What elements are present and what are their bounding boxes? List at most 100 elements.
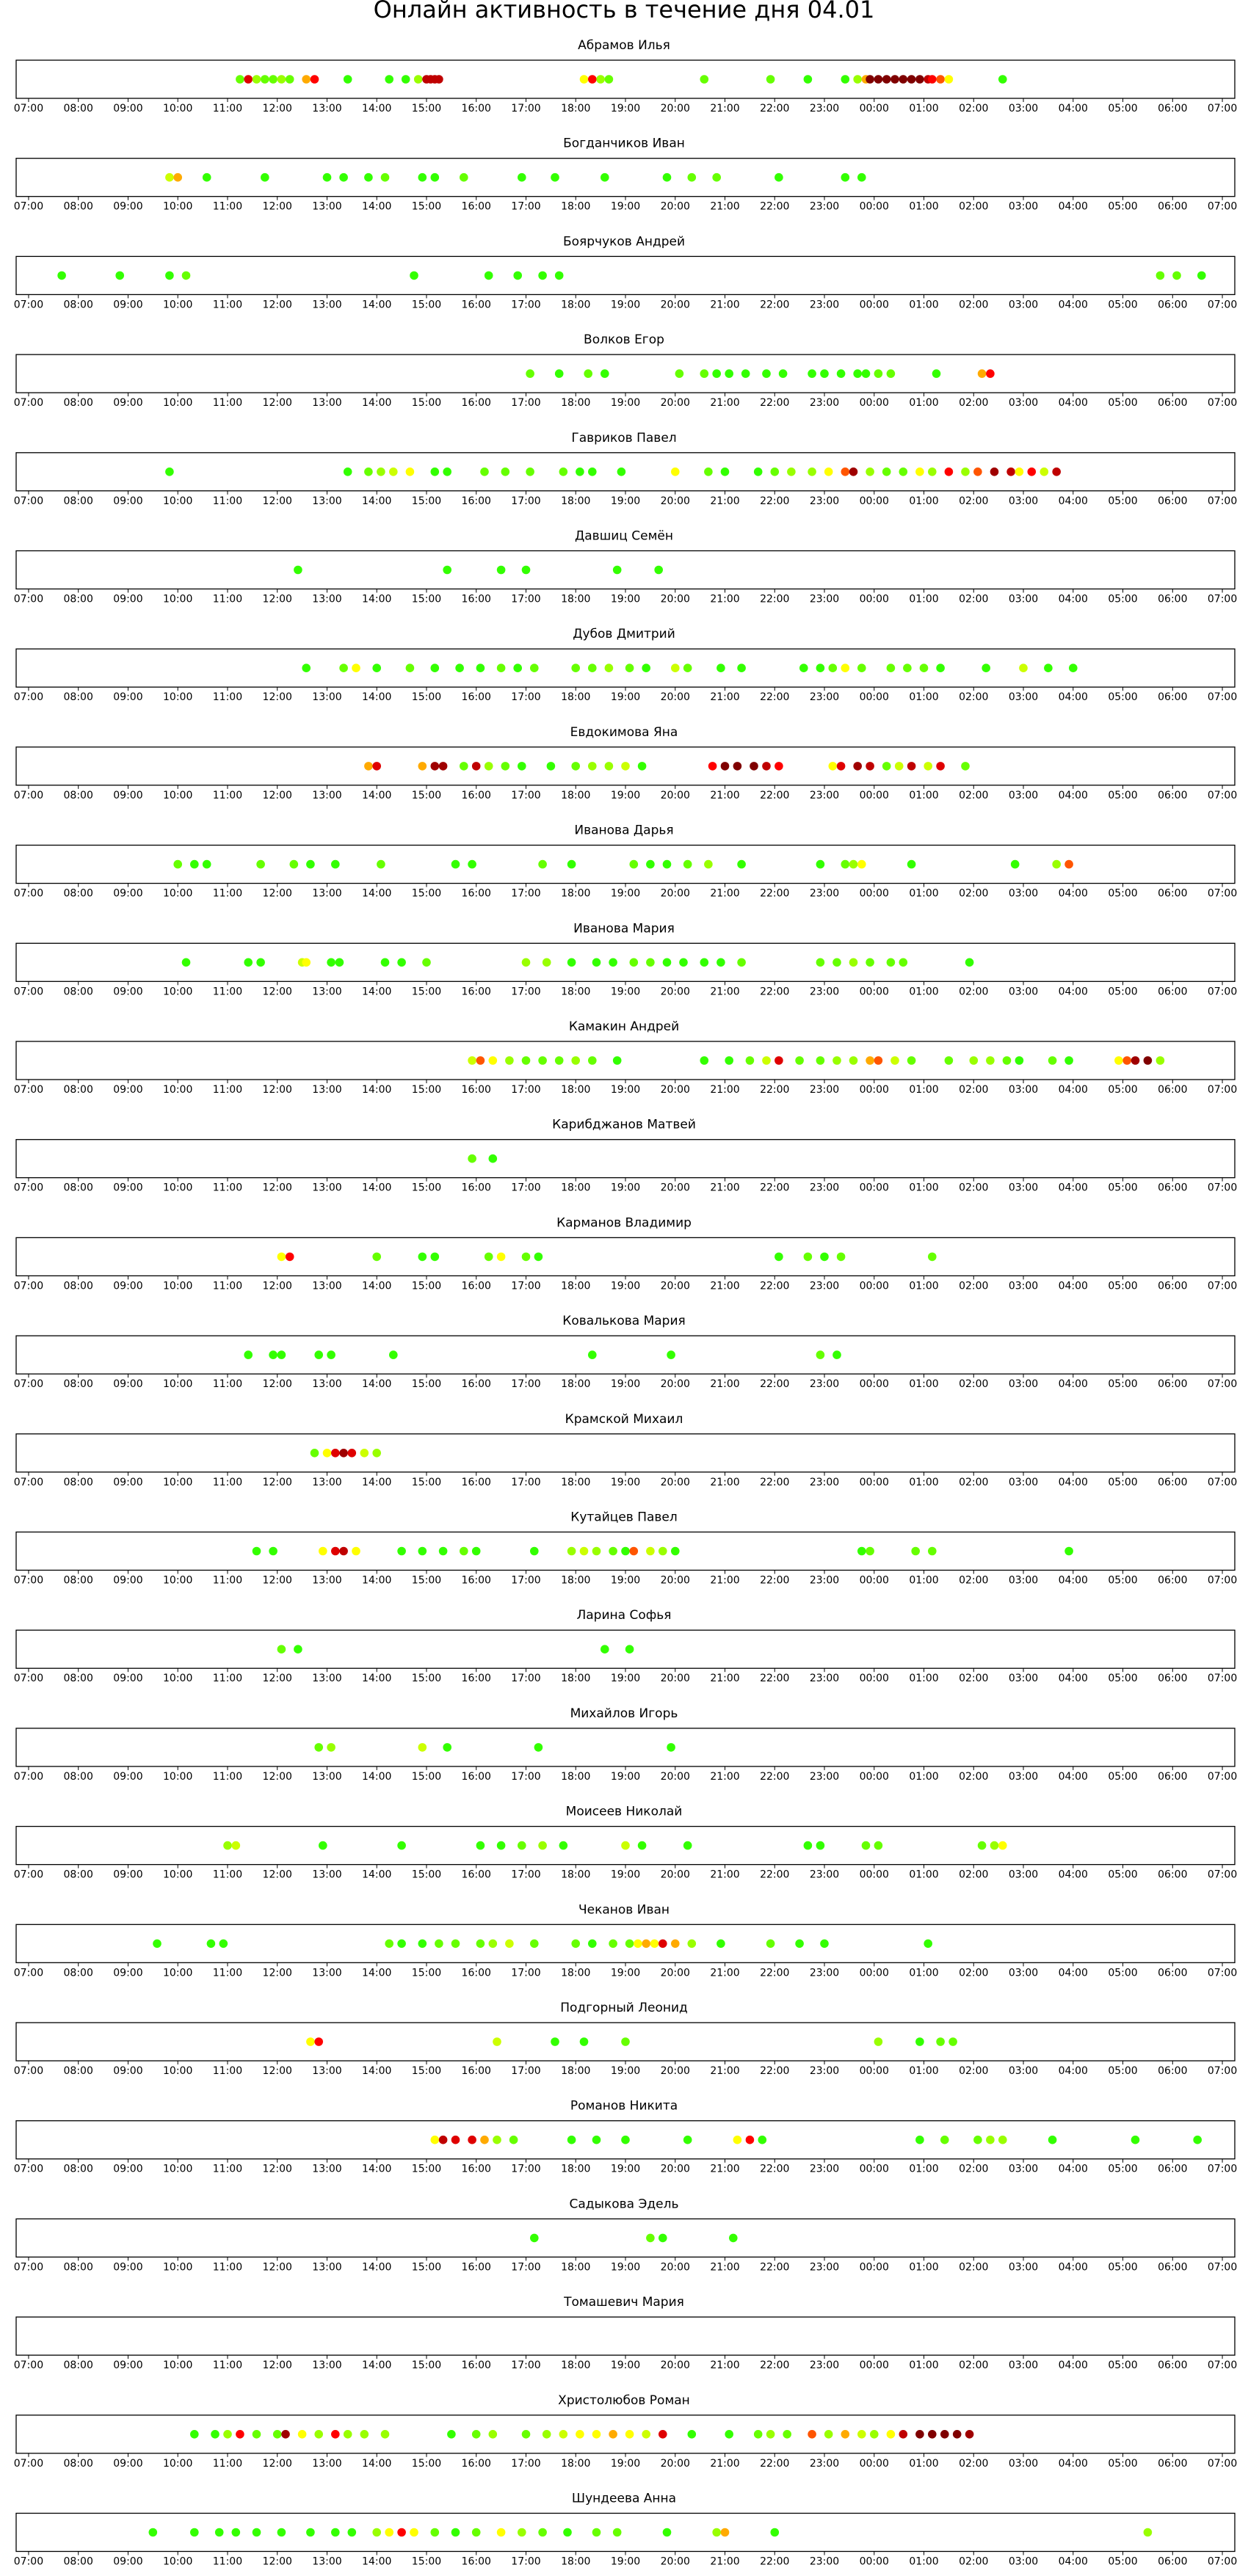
activity-point [277,2528,286,2537]
x-tick-label: 13:00 [312,1869,341,1881]
x-tick-label: 08:00 [64,1771,93,1783]
activity-point [331,1546,340,1556]
activity-point [609,958,617,967]
activity-point [518,762,526,771]
x-tick-label: 11:00 [213,1967,242,1979]
activity-point [969,1056,979,1065]
activity-point [372,1449,381,1458]
activity-point [397,958,406,967]
x-tick-label: 06:00 [1158,495,1187,507]
x-tick-label: 00:00 [860,2065,889,2077]
activity-point [538,1841,547,1850]
x-tick-label: 18:00 [561,1771,590,1783]
activity-point [866,958,874,967]
x-tick-label: 17:00 [511,888,540,900]
x-tick-label: 10:00 [163,299,192,310]
x-tick-label: 12:00 [263,1869,292,1881]
x-tick-label: 19:00 [611,2556,640,2568]
activity-point [720,2528,730,2537]
activity-point [310,1449,319,1458]
activity-point [314,2430,324,2439]
activity-point [377,859,385,869]
x-tick-label: 00:00 [860,1869,889,1881]
activity-point [725,1056,733,1065]
x-tick-label: 02:00 [959,594,988,605]
activity-point [671,663,680,672]
activity-point [820,1252,829,1262]
x-tick-label: 16:00 [462,2261,491,2273]
x-tick-label: 22:00 [760,594,789,605]
x-tick-label: 15:00 [412,790,441,801]
subplot-title: Михайлов Игорь [570,1706,678,1721]
activity-point [700,75,709,84]
x-tick-label: 07:00 [14,1477,43,1488]
x-tick-label: 01:00 [909,1477,938,1488]
x-tick-label: 00:00 [860,1280,889,1292]
activity-point [609,1939,617,1949]
x-tick-label: 01:00 [909,1771,938,1783]
activity-point [803,1252,813,1262]
x-tick-label: 06:00 [1158,2359,1187,2371]
activity-point [202,172,211,182]
subplot: Чеканов Иван 07:00 08:00 09:00 10:00 11:00 12:… [14,1902,1237,1979]
x-tick-label: 22:00 [760,691,789,703]
x-tick-label: 20:00 [661,2261,690,2273]
activity-point [836,762,846,771]
x-tick-label: 06:00 [1158,1378,1187,1390]
activity-point [874,1056,883,1065]
activity-point [468,1154,476,1163]
activity-point [289,859,299,869]
activity-point [360,1449,369,1458]
x-tick-label: 13:00 [312,201,341,213]
activity-point [795,1939,804,1949]
x-tick-label: 13:00 [312,691,341,703]
subplots: Абрамов Илья 07:00 08:00 09:00 10:00 11:00 12:… [14,38,1237,2568]
x-tick-label: 07:00 [1208,397,1237,409]
activity-point [335,958,344,967]
x-tick-label: 06:00 [1158,2065,1187,2077]
activity-point [1048,2135,1057,2144]
activity-point [816,1056,825,1065]
subplot: Михайлов Игорь 07:00 08:00 09:00 10:00 11:00 1… [14,1706,1237,1783]
activity-point [256,859,265,869]
subplot: Волков Егор 07:00 08:00 09:00 10:00 11:00 12:0… [14,332,1237,409]
x-tick-label: 16:00 [462,986,491,997]
x-tick-label: 23:00 [810,2458,839,2470]
activity-point [853,369,862,378]
x-tick-label: 22:00 [760,2065,789,2077]
activity-point [928,2430,937,2439]
x-tick-label: 06:00 [1158,986,1187,997]
activity-point [750,762,758,771]
x-tick-label: 05:00 [1108,1182,1137,1194]
x-tick-label: 15:00 [412,1673,441,1684]
activity-point [153,1939,162,1949]
x-tick-label: 02:00 [959,495,988,507]
activity-point [430,467,440,476]
activity-point [596,75,605,84]
activity-point [397,1841,406,1850]
activity-point [671,467,680,476]
activity-point [422,958,431,967]
activity-point [538,2528,547,2537]
x-tick-label: 20:00 [661,1477,690,1488]
activity-point [471,762,481,771]
activity-point [816,958,825,967]
x-tick-label: 16:00 [462,1869,491,1881]
x-tick-label: 22:00 [760,2164,789,2175]
x-tick-label: 16:00 [462,1673,491,1684]
activity-point [559,467,568,476]
x-tick-label: 10:00 [163,790,192,801]
x-tick-label: 17:00 [511,495,540,507]
activity-point [542,2430,551,2439]
x-tick-label: 20:00 [661,594,690,605]
activity-point [115,271,124,280]
x-tick-label: 22:00 [760,790,789,801]
subplot-frame [15,1433,1236,1473]
x-tick-label: 18:00 [561,495,590,507]
x-tick-label: 06:00 [1158,691,1187,703]
x-tick-label: 07:00 [14,2556,43,2568]
x-tick-label: 09:00 [113,594,142,605]
x-tick-label: 15:00 [412,986,441,997]
activity-point [857,663,866,672]
activity-point [1064,859,1073,869]
